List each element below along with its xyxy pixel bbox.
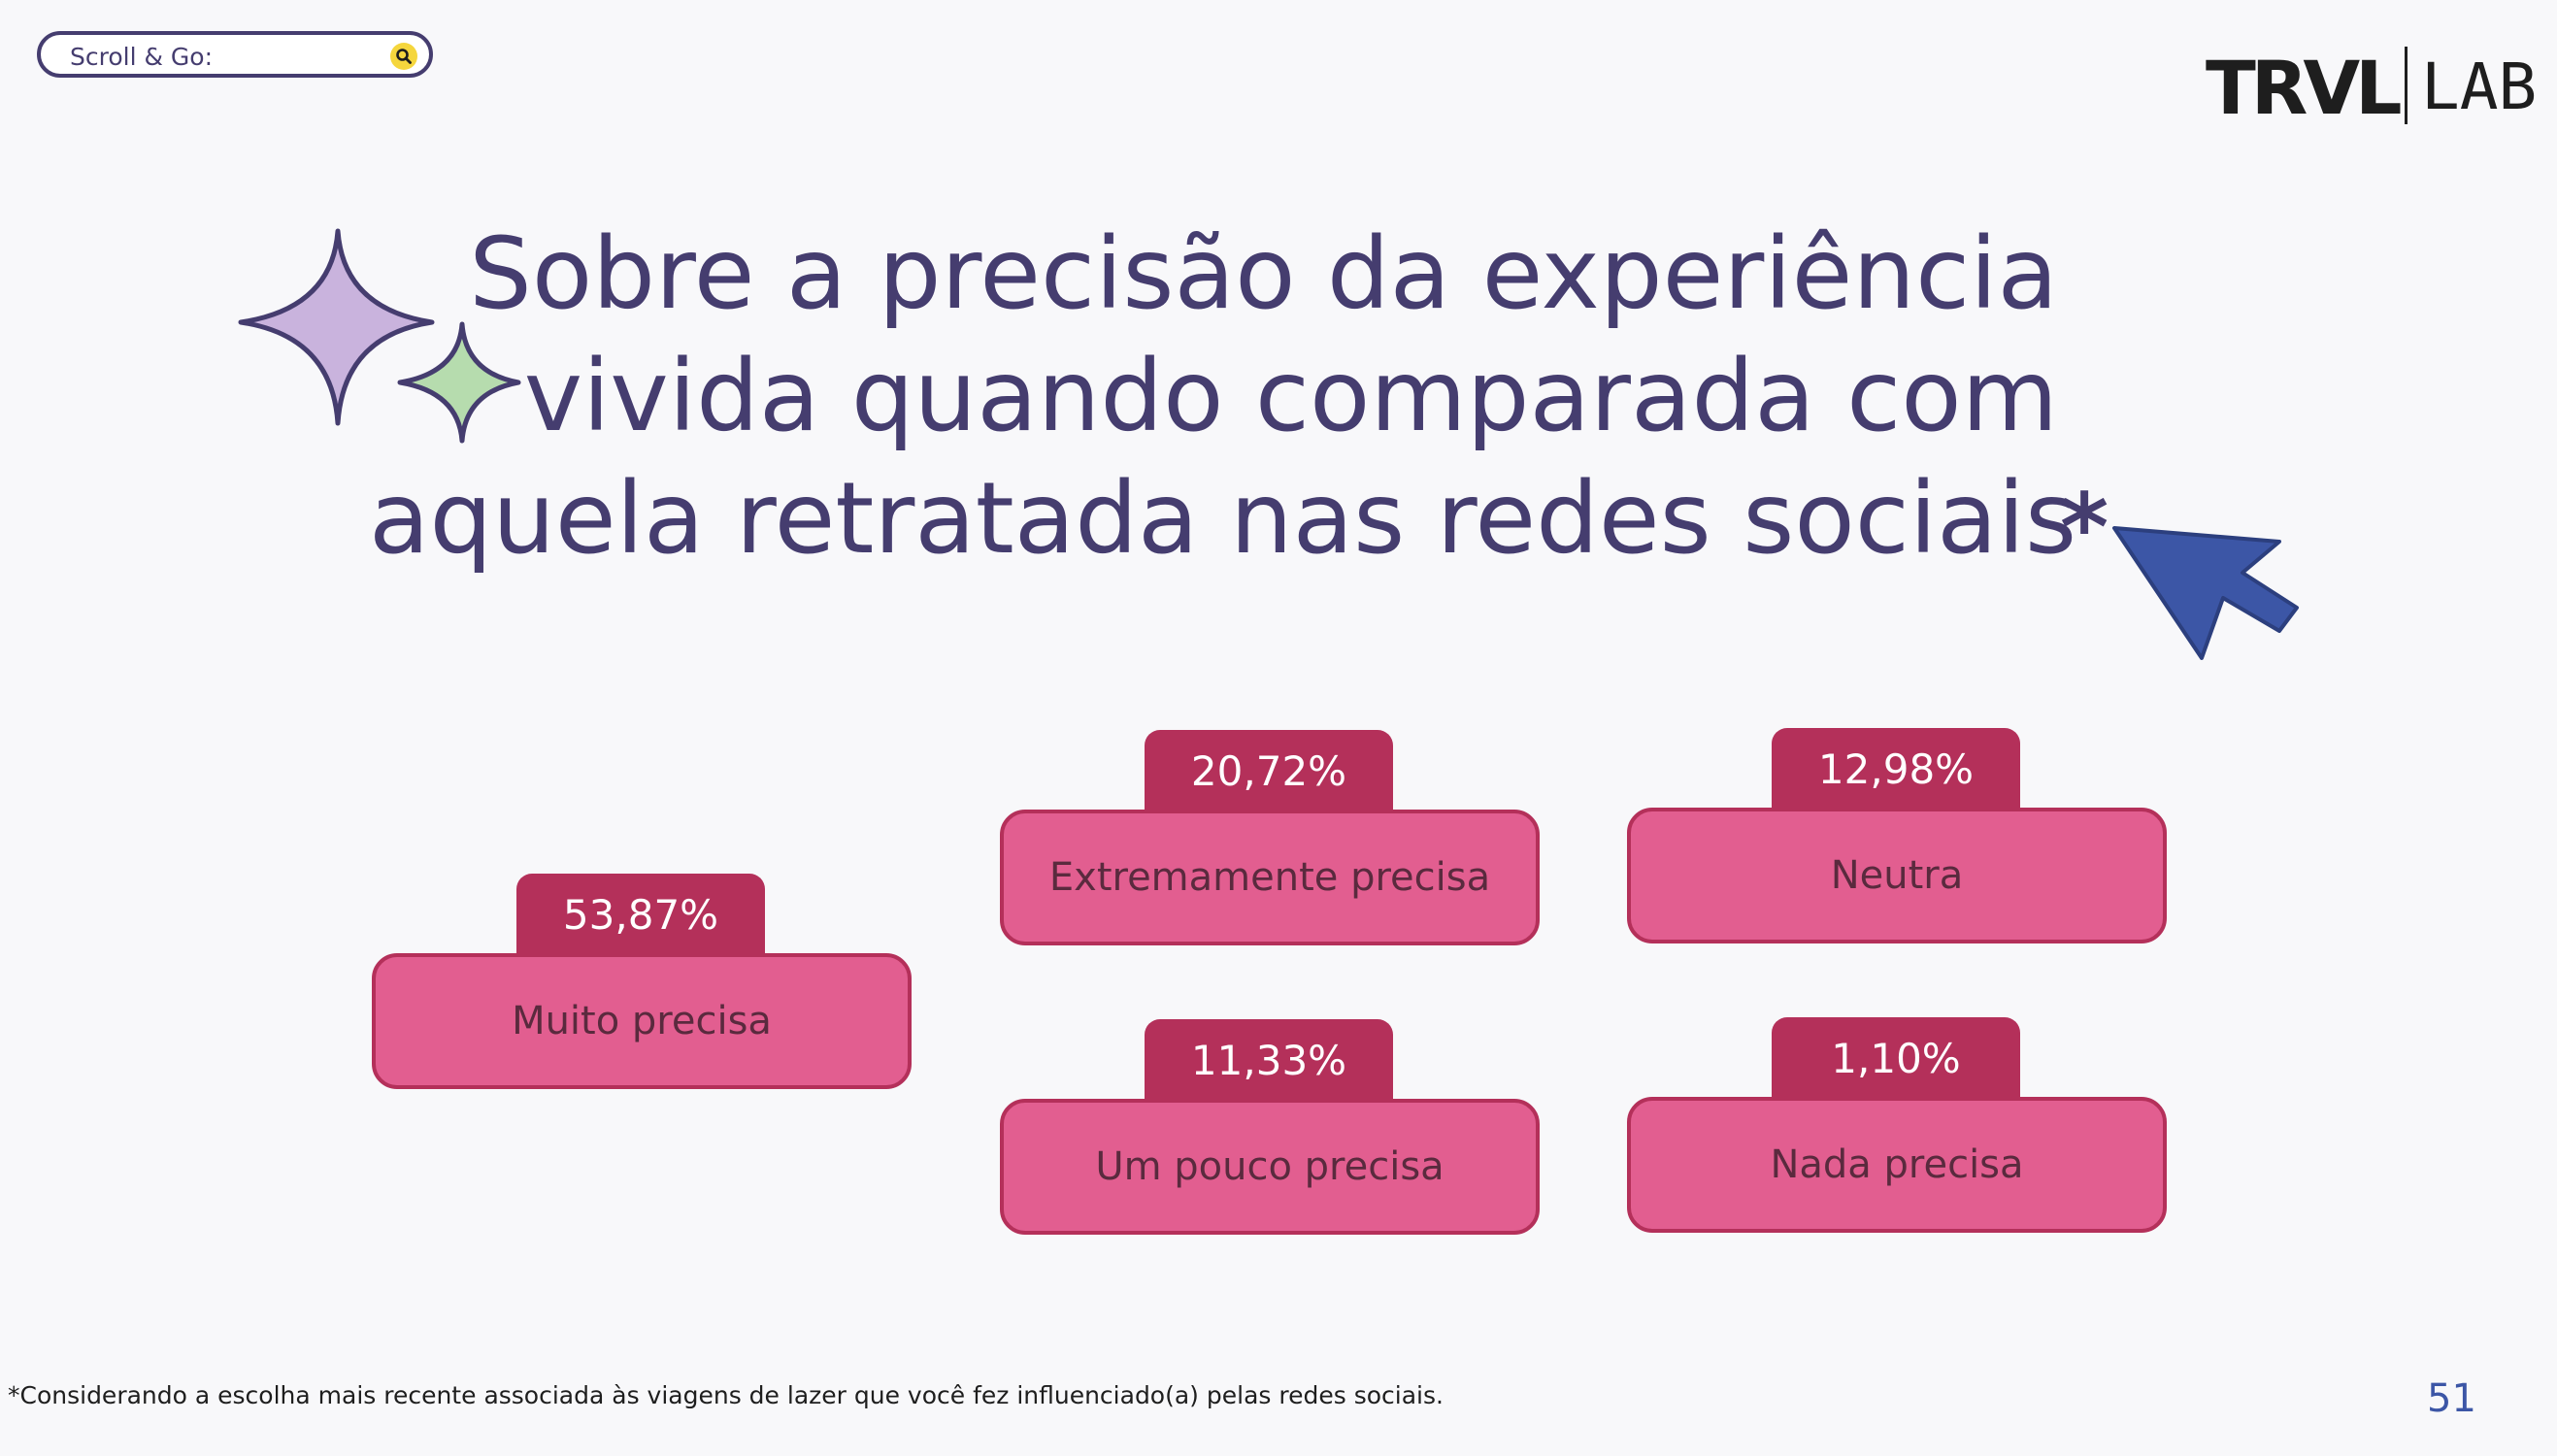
- search-bar[interactable]: Scroll & Go:: [37, 31, 433, 78]
- result-card-muito-precisa: 53,87% Muito precisa: [372, 874, 912, 1107]
- search-icon[interactable]: [390, 43, 417, 70]
- sparkles-icon: [238, 228, 521, 444]
- title-asterisk: *: [2060, 474, 2109, 582]
- trvl-lab-logo: TRVL LAB: [2206, 45, 2537, 131]
- search-label: Scroll & Go:: [70, 43, 214, 71]
- logo-sub: LAB: [2421, 50, 2538, 124]
- answer-label: Nada precisa: [1627, 1097, 2167, 1233]
- page-number: 51: [2427, 1376, 2476, 1421]
- logo-brand: TRVL: [2206, 45, 2403, 131]
- answer-label: Extremamente precisa: [1000, 810, 1540, 945]
- title-line-2: vivida quando comparada com: [523, 339, 2058, 454]
- result-card-um-pouco-precisa: 11,33% Um pouco precisa: [1000, 1019, 1540, 1252]
- result-card-neutra: 12,98% Neutra: [1627, 728, 2167, 961]
- result-card-nada-precisa: 1,10% Nada precisa: [1627, 1017, 2167, 1250]
- logo-divider: [2405, 47, 2408, 124]
- page-title: Sobre a precisão da experiência vivida q…: [369, 214, 2077, 580]
- title-line-1: Sobre a precisão da experiência: [469, 216, 2058, 332]
- answer-label: Muito precisa: [372, 953, 912, 1089]
- title-line-3: aquela retratada nas redes sociais: [369, 461, 2077, 577]
- answer-label: Neutra: [1627, 808, 2167, 943]
- footnote: *Considerando a escolha mais recente ass…: [8, 1381, 1444, 1409]
- cursor-arrow-icon: [2112, 526, 2299, 660]
- answer-label: Um pouco precisa: [1000, 1099, 1540, 1235]
- result-card-extremamente-precisa: 20,72% Extremamente precisa: [1000, 730, 1540, 963]
